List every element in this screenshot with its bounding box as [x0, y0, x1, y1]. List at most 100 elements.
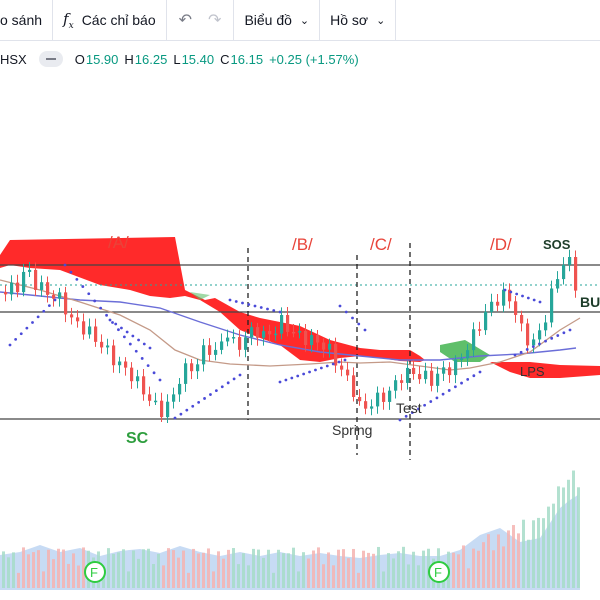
candle-body [328, 343, 332, 350]
undo-icon[interactable]: ↶ [178, 12, 193, 29]
candle-body [310, 335, 314, 345]
psar-dot [266, 307, 269, 311]
candle-body [526, 323, 530, 346]
volume-bar [357, 572, 360, 588]
candle-body [178, 383, 182, 395]
psar-dot [146, 364, 150, 368]
psar-dot [410, 411, 414, 415]
redo-icon[interactable]: ↷ [208, 12, 222, 29]
psar-dot [519, 350, 523, 354]
volume-bar [392, 558, 395, 588]
candle-body [112, 345, 116, 366]
psar-dot [453, 385, 457, 389]
bu-label: BU [580, 294, 600, 310]
candle-body [40, 282, 44, 290]
psar-dot [509, 290, 513, 294]
volume-bar [112, 553, 115, 588]
phase-d-label: /D/ [490, 235, 512, 254]
chevron-down-icon: ⌄ [376, 14, 386, 27]
candle-body [316, 335, 320, 343]
volume-bar [142, 549, 145, 588]
volume-bar [232, 548, 235, 588]
psar-dot [544, 339, 547, 343]
psar-dot [521, 294, 524, 298]
volume-bar [502, 546, 505, 588]
candle-body [64, 292, 68, 315]
candle-body [244, 337, 248, 350]
high-label: H [124, 51, 134, 67]
volume-bar [217, 551, 220, 588]
candle-body [166, 401, 170, 418]
volume-bar [477, 550, 480, 588]
profile-button[interactable]: Hồ sơ ⌄ [320, 0, 395, 40]
candle-body [148, 394, 152, 401]
candle-body [16, 282, 20, 293]
psar-dot [357, 322, 361, 326]
volume-bar [7, 557, 10, 588]
candle-body [448, 367, 452, 376]
ichimoku-cloud-red [0, 237, 425, 362]
hide-series-icon[interactable] [38, 51, 63, 67]
candle-body [364, 401, 368, 409]
candle-body [454, 359, 458, 376]
volume-bar [207, 548, 210, 588]
function-icon: fx [63, 9, 74, 31]
volume-bar [347, 558, 350, 588]
candlestick-series [4, 249, 578, 424]
volume-bar [307, 558, 310, 588]
volume-bar [457, 554, 460, 588]
price-chart[interactable]: /A/ /B/ /C/ /D/ SC Spring Test SOS LPS B… [0, 70, 600, 600]
candle-body [502, 289, 506, 306]
psar-dot [105, 313, 108, 317]
volume-bar [287, 553, 290, 588]
psar-dot [47, 304, 51, 308]
volume-bar [62, 549, 65, 588]
chevron-down-icon: ⌄ [299, 14, 310, 27]
close-label: C [220, 51, 230, 67]
psar-dot [531, 345, 535, 349]
psar-dot [108, 318, 112, 322]
candle-body [190, 363, 194, 372]
psar-dot [117, 328, 120, 332]
candle-body [52, 294, 56, 299]
volume-bar [557, 486, 560, 588]
psar-dot [513, 353, 517, 357]
psar-dot [99, 306, 103, 310]
volume-bar [547, 506, 550, 588]
fund-marker-right[interactable]: F [428, 561, 450, 583]
volume-bar [292, 547, 295, 588]
candle-body [118, 361, 122, 366]
psar-dot [344, 310, 348, 314]
volume-bar [497, 534, 500, 588]
volume-bar [177, 557, 180, 588]
candle-body [352, 375, 356, 397]
volume-bar [122, 549, 125, 588]
symbol-label[interactable]: HSX [0, 51, 27, 67]
toolbar-divider [52, 0, 54, 40]
candle-body [70, 314, 74, 318]
candle-body [28, 269, 32, 272]
psar-dot [314, 368, 317, 372]
candle-body [376, 392, 380, 407]
indicators-button[interactable]: fx Các chỉ báo [53, 0, 166, 40]
chart-type-label: Biểu đồ [244, 12, 292, 28]
psar-dot [351, 316, 354, 320]
ichimoku-cloud-red-right [490, 362, 600, 378]
volume-bar [227, 549, 230, 588]
chart-type-button[interactable]: Biểu đồ ⌄ [234, 0, 319, 40]
fund-marker-left[interactable]: F [84, 561, 106, 583]
low-value: 15.40 [181, 51, 215, 67]
psar-dot [134, 349, 138, 353]
psar-dot [417, 407, 420, 411]
psar-dot [398, 418, 402, 422]
sc-label: SC [126, 430, 149, 447]
volume-bar [572, 470, 575, 588]
compare-button[interactable]: o sánh [0, 0, 52, 40]
psar-dot [253, 304, 257, 308]
volume-bar [252, 548, 255, 588]
psar-dot [308, 370, 311, 374]
volume-bar [147, 548, 150, 588]
volume-bar [172, 550, 175, 588]
candle-body [88, 326, 92, 335]
volume-bar [57, 548, 60, 588]
